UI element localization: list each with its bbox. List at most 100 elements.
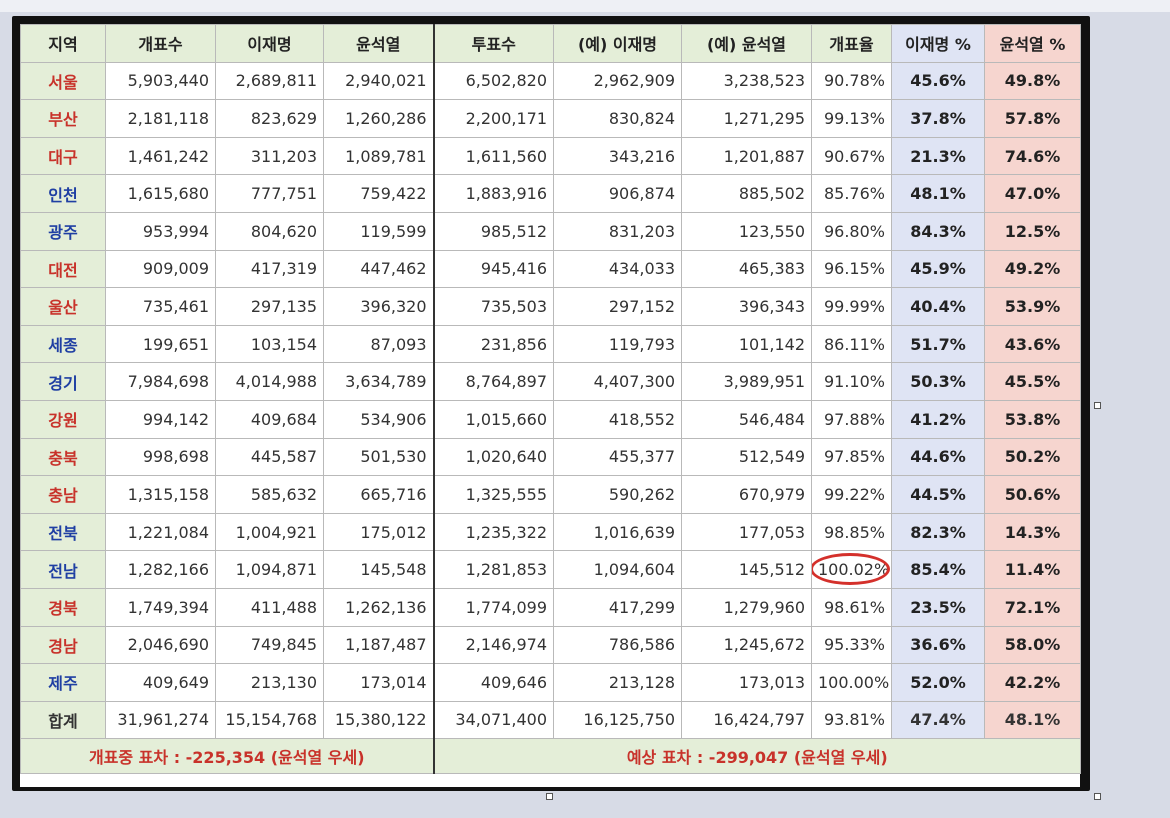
value-cell: 5,903,440 bbox=[105, 61, 216, 101]
value-cell: 512,549 bbox=[681, 437, 812, 477]
table-row: 경기 7,984,698 4,014,988 3,634,789 8,764,897 4,… bbox=[20, 362, 1081, 401]
value-cell: 831,203 bbox=[553, 211, 682, 251]
value-cell: 1,282,166 bbox=[105, 550, 216, 589]
yoon-percent-cell: 12.5% bbox=[984, 211, 1081, 251]
value-cell: 119,793 bbox=[553, 324, 682, 364]
value-cell: 97.88% bbox=[811, 399, 892, 439]
value-cell: 546,484 bbox=[681, 399, 812, 439]
region-cell: 경남 bbox=[20, 625, 106, 665]
lee-percent-cell: 51.7% bbox=[891, 324, 985, 364]
table-row: 경남 2,046,690 749,845 1,187,487 2,146,974 786,… bbox=[20, 625, 1081, 665]
value-cell: 100.00% bbox=[811, 663, 892, 702]
value-cell: 409,684 bbox=[215, 399, 324, 439]
table-row: 부산 2,181,118 823,629 1,260,286 2,200,171 830,… bbox=[20, 99, 1081, 138]
value-cell: 411,488 bbox=[215, 587, 324, 627]
value-cell: 534,906 bbox=[323, 399, 434, 439]
value-cell: 396,320 bbox=[323, 287, 434, 326]
value-cell: 1,774,099 bbox=[432, 587, 554, 627]
yoon-percent-cell: 50.2% bbox=[984, 437, 1081, 477]
value-cell: 885,502 bbox=[681, 174, 812, 213]
lee-percent-cell: 48.1% bbox=[891, 174, 985, 213]
value-cell: 735,461 bbox=[105, 287, 216, 326]
column-header: 이재명 bbox=[215, 24, 324, 63]
table-row: 충남 1,315,158 585,632 665,716 1,325,555 590,26… bbox=[20, 475, 1081, 514]
resize-handle-right[interactable] bbox=[1094, 402, 1101, 409]
summary-row: 개표중 표차 : -225,354 (윤석열 우세) 예상 표차 : -299,… bbox=[20, 738, 1081, 775]
value-cell: 1,094,871 bbox=[215, 550, 324, 589]
table-row: 전북 1,221,084 1,004,921 175,012 1,235,322 1,01… bbox=[20, 512, 1081, 552]
value-cell: 31,961,274 bbox=[105, 700, 216, 740]
value-cell: 501,530 bbox=[323, 437, 434, 477]
value-cell: 123,550 bbox=[681, 211, 812, 251]
region-cell: 부산 bbox=[20, 99, 106, 138]
value-cell: 16,424,797 bbox=[681, 700, 812, 740]
region-cell: 전남 bbox=[20, 550, 106, 589]
value-cell: 7,984,698 bbox=[105, 362, 216, 401]
value-cell: 145,512 bbox=[681, 550, 812, 589]
resize-handle-bottom[interactable] bbox=[546, 793, 553, 800]
lee-percent-cell: 45.9% bbox=[891, 249, 985, 289]
value-cell: 86.11% bbox=[811, 324, 892, 364]
value-cell: 830,824 bbox=[553, 99, 682, 138]
yoon-percent-cell: 42.2% bbox=[984, 663, 1081, 702]
value-cell: 343,216 bbox=[553, 136, 682, 176]
summary-right: 예상 표차 : -299,047 (윤석열 우세) bbox=[432, 738, 1081, 775]
lee-percent-cell: 44.5% bbox=[891, 475, 985, 514]
value-cell: 1,245,672 bbox=[681, 625, 812, 665]
table-row: 제주 409,649 213,130 173,014 409,646 213,128 173… bbox=[20, 663, 1081, 702]
value-cell: 409,646 bbox=[432, 663, 554, 702]
value-cell: 1,615,680 bbox=[105, 174, 216, 213]
yoon-percent-cell: 53.9% bbox=[984, 287, 1081, 326]
value-cell: 1,201,887 bbox=[681, 136, 812, 176]
column-header: 이재명 % bbox=[891, 24, 985, 63]
column-header: 윤석열 bbox=[323, 24, 434, 63]
value-cell: 804,620 bbox=[215, 211, 324, 251]
table-row: 서울 5,903,440 2,689,811 2,940,021 6,502,820 2,… bbox=[20, 61, 1081, 101]
value-cell: 1,004,921 bbox=[215, 512, 324, 552]
yoon-percent-cell: 50.6% bbox=[984, 475, 1081, 514]
value-cell: 1,016,639 bbox=[553, 512, 682, 552]
value-cell: 945,416 bbox=[432, 249, 554, 289]
value-cell: 16,125,750 bbox=[553, 700, 682, 740]
region-cell: 울산 bbox=[20, 287, 106, 326]
value-cell: 98.61% bbox=[811, 587, 892, 627]
yoon-percent-cell: 74.6% bbox=[984, 136, 1081, 176]
region-cell: 광주 bbox=[20, 211, 106, 251]
value-cell: 777,751 bbox=[215, 174, 324, 213]
region-cell: 충남 bbox=[20, 475, 106, 514]
lee-percent-cell: 85.4% bbox=[891, 550, 985, 589]
value-cell: 87,093 bbox=[323, 324, 434, 364]
value-cell: 998,698 bbox=[105, 437, 216, 477]
value-cell: 175,012 bbox=[323, 512, 434, 552]
region-cell: 제주 bbox=[20, 663, 106, 702]
value-cell: 2,046,690 bbox=[105, 625, 216, 665]
value-cell: 90.67% bbox=[811, 136, 892, 176]
table-row: 강원 994,142 409,684 534,906 1,015,660 418,552 5… bbox=[20, 399, 1081, 439]
column-header: (예) 이재명 bbox=[553, 24, 682, 63]
lee-percent-cell: 45.6% bbox=[891, 61, 985, 101]
table-row: 충북 998,698 445,587 501,530 1,020,640 455,377 5… bbox=[20, 437, 1081, 477]
lee-percent-cell: 50.3% bbox=[891, 362, 985, 401]
table-row: 대구 1,461,242 311,203 1,089,781 1,611,560 343,… bbox=[20, 136, 1081, 176]
column-header: 윤석열 % bbox=[984, 24, 1081, 63]
value-cell: 953,994 bbox=[105, 211, 216, 251]
region-cell: 강원 bbox=[20, 399, 106, 439]
value-cell: 213,128 bbox=[553, 663, 682, 702]
value-cell: 99.99% bbox=[811, 287, 892, 326]
column-header: (예) 윤석열 bbox=[681, 24, 812, 63]
spreadsheet-image: 지역 개표수 이재명 윤석열 투표수 (예) 이재명 (예) 윤석열 개표율 이재명 % 윤석열 … bbox=[20, 24, 1081, 787]
value-cell: 2,181,118 bbox=[105, 99, 216, 138]
value-cell: 1,281,853 bbox=[432, 550, 554, 589]
lee-percent-cell: 36.6% bbox=[891, 625, 985, 665]
table-row: 전남 1,282,166 1,094,871 145,548 1,281,853 1,09… bbox=[20, 550, 1081, 589]
region-cell: 경기 bbox=[20, 362, 106, 401]
region-cell: 전북 bbox=[20, 512, 106, 552]
resize-handle-corner[interactable] bbox=[1094, 793, 1101, 800]
value-cell: 759,422 bbox=[323, 174, 434, 213]
region-cell: 경북 bbox=[20, 587, 106, 627]
yoon-percent-cell: 45.5% bbox=[984, 362, 1081, 401]
lee-percent-cell: 52.0% bbox=[891, 663, 985, 702]
value-cell: 311,203 bbox=[215, 136, 324, 176]
value-cell: 98.85% bbox=[811, 512, 892, 552]
value-cell: 1,262,136 bbox=[323, 587, 434, 627]
